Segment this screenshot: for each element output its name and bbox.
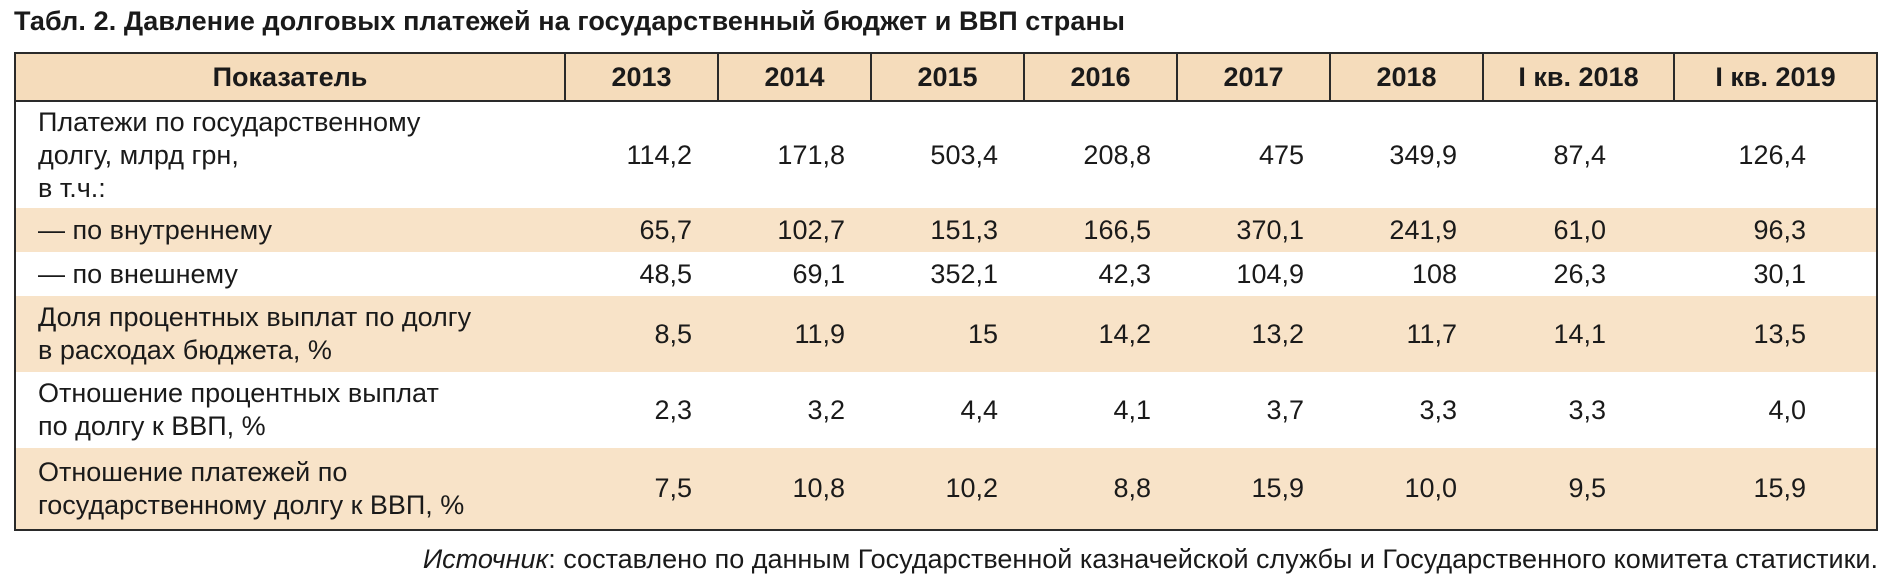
cell-value: 48,5 — [639, 258, 692, 289]
cell-value: 14,2 — [1024, 296, 1177, 372]
row-label-line: — по внутреннему — [38, 214, 272, 245]
cell-value: 3,7 — [1266, 394, 1304, 425]
cell-value: 8,8 — [1024, 448, 1177, 529]
row-label-line: в т.ч.: — [38, 172, 106, 203]
cell-value: 9,5 — [1483, 448, 1674, 529]
table-row: — по внутреннему 65,7 102,7 151,3 166,5 … — [16, 208, 1876, 252]
cell-value: 349,9 — [1389, 139, 1457, 170]
cell-value: 503,4 — [930, 139, 998, 170]
cell-value: 102,7 — [718, 208, 871, 252]
row-label: Отношение процентных выплат по долгу к В… — [16, 372, 565, 448]
cell-value: 166,5 — [1024, 208, 1177, 252]
row-label-line: по долгу к ВВП, % — [38, 411, 266, 441]
cell-value: 15,9 — [1674, 448, 1876, 529]
table-row: Отношение процентных выплат по долгу к В… — [16, 372, 1876, 448]
cell-value: 104,9 — [1236, 258, 1304, 289]
header-q1-2019: I кв. 2019 — [1673, 54, 1876, 102]
table-row: Платежи по государственному долгу, млрд … — [16, 101, 1876, 208]
source-note: Источник: составлено по данным Государст… — [423, 544, 1878, 575]
cell-value: 61,0 — [1483, 208, 1674, 252]
cell-value: 171,8 — [777, 139, 845, 170]
cell-value: 114,2 — [626, 139, 692, 170]
cell-value: 4,0 — [1768, 394, 1806, 425]
cell-value: 13,2 — [1177, 296, 1330, 372]
cell-value: 42,3 — [1098, 258, 1151, 289]
row-label-line: Доля процентных выплат по долгу — [38, 302, 472, 332]
row-label-line: в расходах бюджета, % — [38, 335, 332, 365]
cell-value: 4,1 — [1113, 394, 1151, 425]
cell-value: 11,9 — [718, 296, 871, 372]
row-label: — по внешнему — [16, 252, 565, 296]
cell-value: 126,4 — [1738, 139, 1806, 170]
cell-value: 15 — [871, 296, 1024, 372]
row-label: Платежи по государственному долгу, млрд … — [16, 101, 565, 208]
cell-value: 30,1 — [1753, 258, 1806, 289]
cell-value: 3,3 — [1419, 394, 1457, 425]
cell-value: 14,1 — [1483, 296, 1674, 372]
header-2015: 2015 — [870, 54, 1024, 102]
row-label-line: Платежи по государственному — [38, 106, 421, 137]
cell-value: 208,8 — [1083, 139, 1151, 170]
header-indicator: Показатель — [16, 54, 565, 102]
cell-value: 26,3 — [1553, 258, 1606, 289]
cell-value: 13,5 — [1674, 296, 1876, 372]
data-table-frame: Показатель 2013 2014 2015 2016 2017 2018… — [14, 52, 1878, 531]
cell-value: 151,3 — [871, 208, 1024, 252]
row-label: Отношение платежей по государственному д… — [16, 448, 565, 529]
row-label: — по внутреннему — [16, 208, 565, 252]
cell-value: 475 — [1258, 139, 1304, 170]
header-2017: 2017 — [1176, 54, 1330, 102]
cell-value: 2,3 — [654, 394, 692, 425]
header-2016: 2016 — [1023, 54, 1177, 102]
row-label: Доля процентных выплат по долгу в расход… — [16, 296, 565, 372]
cell-value: 15,9 — [1177, 448, 1330, 529]
table-row: Отношение платежей по государственному д… — [16, 448, 1876, 529]
cell-value: 69,1 — [792, 258, 845, 289]
row-label-line: государственному долгу к ВВП, % — [38, 489, 465, 520]
cell-value: 8,5 — [565, 296, 718, 372]
cell-value: 10,8 — [718, 448, 871, 529]
cell-value: 108 — [1411, 258, 1457, 289]
row-label-line: Отношение платежей по — [38, 456, 348, 487]
cell-value: 10,0 — [1330, 448, 1483, 529]
cell-value: 87,4 — [1553, 139, 1606, 170]
cell-value: 370,1 — [1177, 208, 1330, 252]
cell-value: 11,7 — [1330, 296, 1483, 372]
debt-payments-table: Показатель 2013 2014 2015 2016 2017 2018… — [16, 54, 1876, 529]
row-label-line: долгу, млрд грн, — [38, 139, 239, 170]
source-text: : составлено по данным Государственной к… — [548, 544, 1878, 574]
cell-value: 65,7 — [565, 208, 718, 252]
table-row: — по внешнему 48,5 69,1 352,1 42,3 104,9… — [16, 252, 1876, 296]
source-lead: Источник — [422, 544, 549, 574]
cell-value: 241,9 — [1330, 208, 1483, 252]
cell-value: 352,1 — [930, 258, 998, 289]
cell-value: 10,2 — [871, 448, 1024, 529]
cell-value: 7,5 — [565, 448, 718, 529]
header-2018: 2018 — [1329, 54, 1483, 102]
header-q1-2018: I кв. 2018 — [1482, 54, 1674, 102]
cell-value: 4,4 — [960, 394, 998, 425]
header-2014: 2014 — [717, 54, 871, 102]
table-title: Табл. 2. Давление долговых платежей на г… — [14, 6, 1126, 36]
cell-value: 96,3 — [1674, 208, 1876, 252]
row-label-line: — по внешнему — [38, 258, 238, 289]
header-2013: 2013 — [564, 54, 718, 102]
cell-value: 3,3 — [1568, 394, 1606, 425]
table-row: Доля процентных выплат по долгу в расход… — [16, 296, 1876, 372]
table-header-row: Показатель 2013 2014 2015 2016 2017 2018… — [16, 54, 1876, 102]
cell-value: 3,2 — [807, 394, 845, 425]
row-label-line: Отношение процентных выплат — [38, 378, 439, 408]
